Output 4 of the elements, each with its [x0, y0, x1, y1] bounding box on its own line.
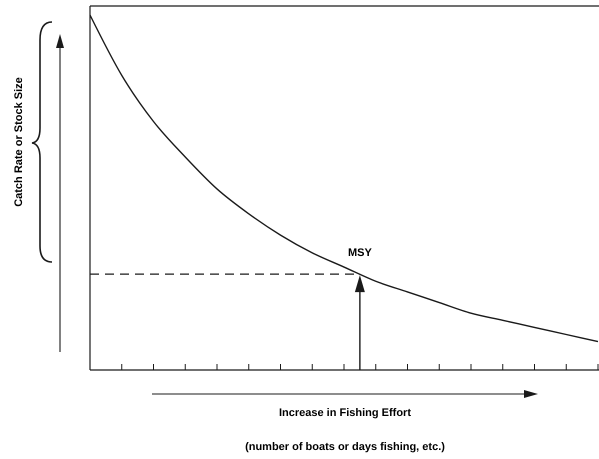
- text: Catch Rate or Stock Size: [13, 77, 25, 207]
- ref-line-label: MSY: [348, 247, 372, 260]
- text: (number of boats or days fishing, etc.): [245, 441, 446, 453]
- x-axis-title: Increase in Fishing Effort: [278, 407, 412, 419]
